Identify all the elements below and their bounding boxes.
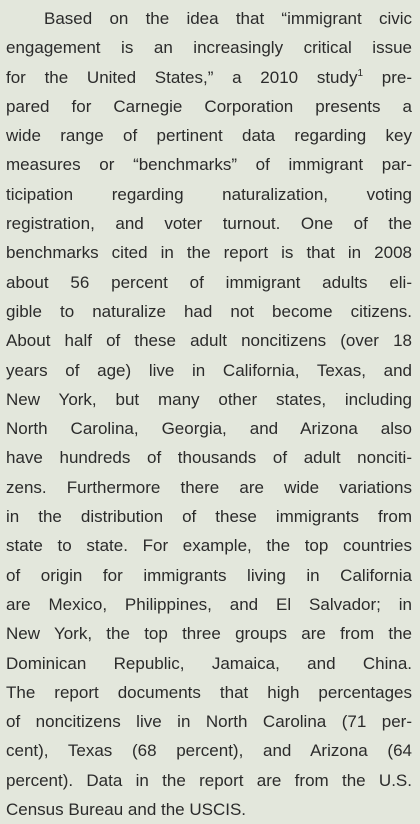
text-line: years of age) live in California, Texas,…: [6, 360, 412, 380]
text-line: Dominican Republic, Jamaica, and China.: [6, 653, 412, 673]
text-line: measures or “benchmarks” of immigrant pa…: [6, 155, 412, 175]
text-line: engagement is an increasingly critical i…: [6, 38, 412, 58]
text-line: About half of these adult noncitizens (o…: [6, 331, 412, 351]
text-line: gible to naturalize had not become citiz…: [6, 301, 412, 321]
text-line: in the distribution of these immigrants …: [6, 507, 412, 527]
text-line: Based on the idea that “immigrant civic: [44, 9, 412, 28]
text-line: for the United States,” a 2010 study1 pr…: [6, 63, 412, 92]
text-line: cent), Texas (68 percent), and Arizona (…: [6, 741, 412, 761]
text-line: state to state. For example, the top cou…: [6, 536, 412, 556]
text-line: percent). Data in the report are from th…: [6, 770, 412, 790]
text-line: are Mexico, Philippines, and El Salvador…: [6, 594, 412, 614]
text-line: registration, and voter turnout. One of …: [6, 214, 412, 234]
text-line: zens. Furthermore there are wide variati…: [6, 477, 412, 497]
text-segment: for the United States,” a 2010 study: [6, 67, 358, 87]
footnote-marker: 1: [357, 67, 364, 79]
text-line: Census Bureau and the USCIS.: [6, 800, 247, 820]
text-line: wide range of pertinent data regarding k…: [6, 126, 412, 146]
text-line: pared for Carnegie Corporation presents …: [6, 96, 412, 116]
text-line: North Carolina, Georgia, and Arizona als…: [6, 419, 412, 439]
text-line: New York, the top three groups are from …: [6, 624, 412, 644]
text-line: of origin for immigrants living in Calif…: [6, 565, 412, 585]
text-line: ticipation regarding naturalization, vot…: [6, 184, 412, 204]
text-line: The report documents that high percentag…: [6, 682, 412, 702]
text-line: have hundreds of thousands of adult nonc…: [6, 448, 412, 468]
text-line: New York, but many other states, includi…: [6, 389, 412, 409]
text-segment: pre-: [381, 67, 412, 87]
text-line: about 56 percent of immigrant adults eli…: [6, 272, 412, 292]
text-line: of noncitizens live in North Carolina (7…: [6, 712, 412, 732]
text-line: benchmarks cited in the report is that i…: [6, 243, 412, 263]
